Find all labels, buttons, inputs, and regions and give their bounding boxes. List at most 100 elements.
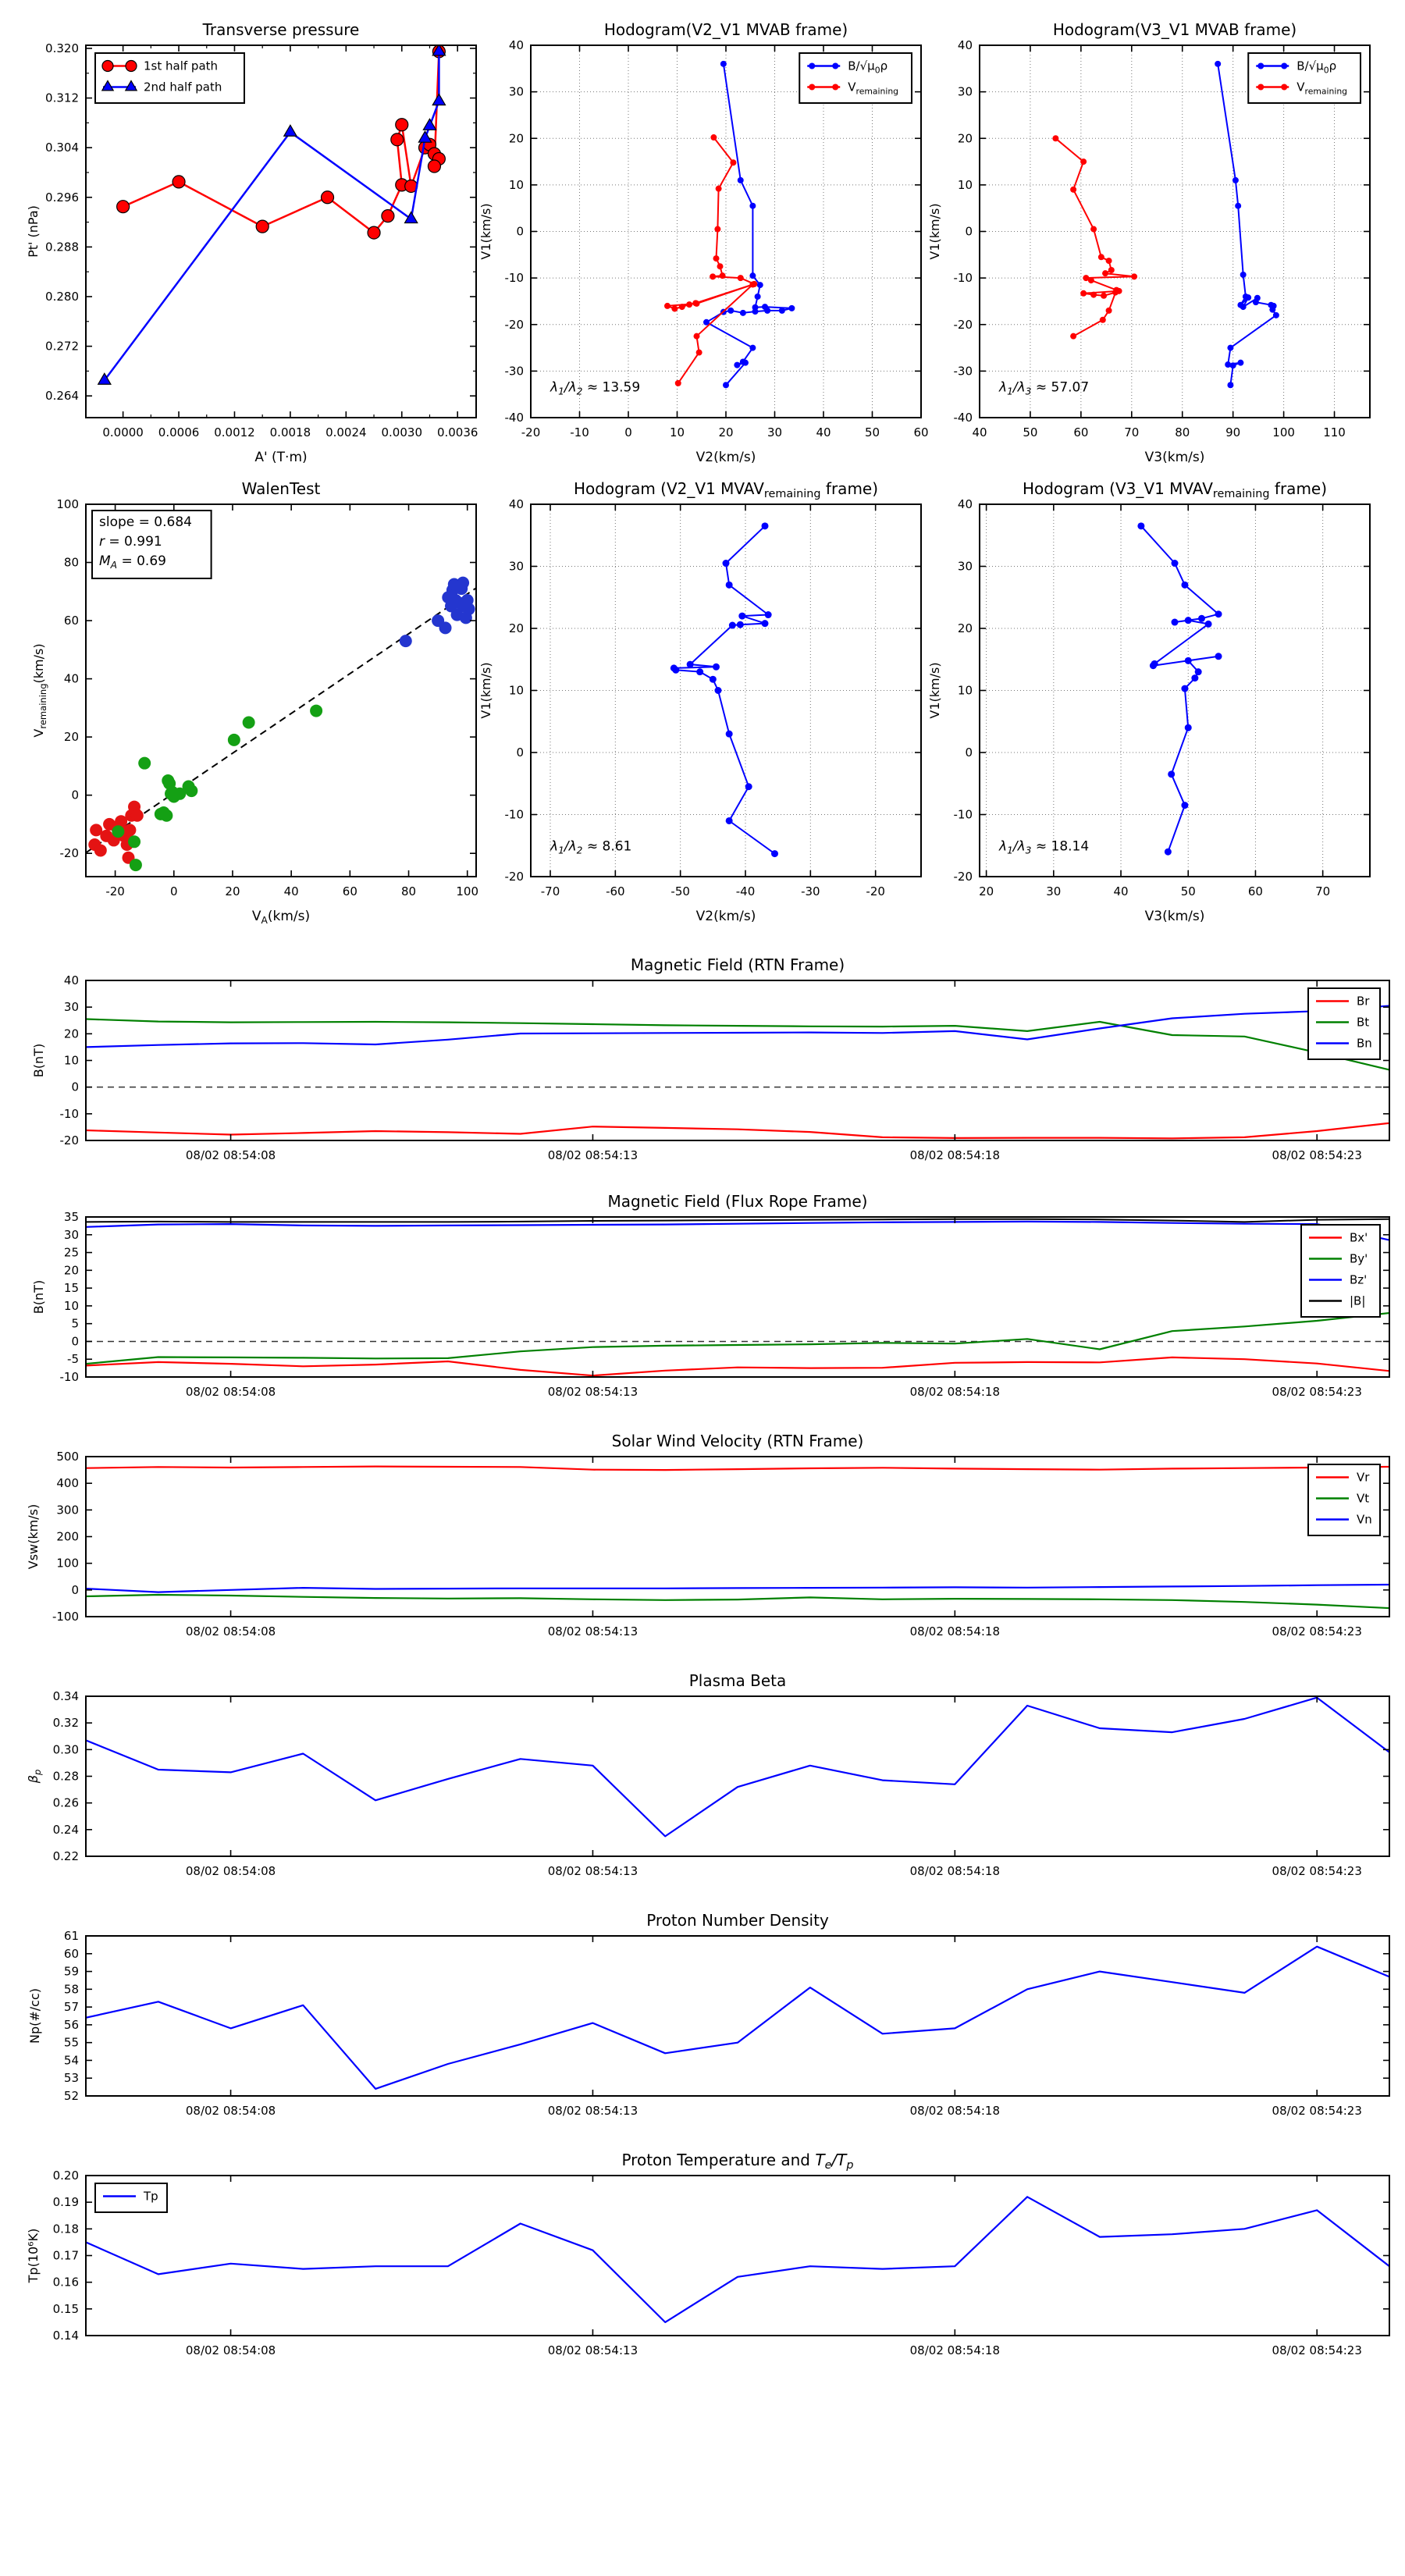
markers-first-half-path — [116, 45, 446, 240]
x-tick-label: 08/02 08:54:08 — [186, 1385, 276, 1399]
lambda-ratio-annotation: λ1/λ2 ≈ 8.61 — [550, 839, 631, 856]
y-tick-label: 30 — [64, 1228, 79, 1242]
panel-title: Proton Temperature and Te/Tp — [621, 2151, 853, 2172]
fit-stats-box: slope = 0.684 r = 0.991 MA = 0.69 — [91, 510, 212, 579]
y-tick-label: 60 — [64, 1947, 79, 1961]
legend-label: Bn — [1357, 1037, 1372, 1051]
panel-solar-wind-velocity: 08/02 08:54:08 08/02 08:54:13 08/02 08:54:… — [26, 1432, 1390, 1638]
y-tick-label: -10 — [505, 808, 525, 822]
panel-mag-field-flux-rope: 08/02 08:54:08 08/02 08:54:13 08/02 08:54:… — [31, 1192, 1390, 1399]
x-tick-label: 08/02 08:54:18 — [910, 1385, 1000, 1399]
x-tick-label: 60 — [1073, 425, 1088, 439]
x-tick-label: 0.0006 — [158, 425, 200, 439]
legend-label: Bx' — [1350, 1231, 1368, 1245]
y-tick-label: -20 — [954, 318, 973, 332]
y-tick-label: 0 — [516, 745, 524, 760]
x-axis-label: V3(km/s) — [1145, 909, 1205, 924]
y-tick-label: 0.320 — [45, 41, 79, 55]
series-Br — [86, 1122, 1389, 1140]
x-axis-label: V3(km/s) — [1145, 450, 1205, 465]
y-tick-label: 0.30 — [53, 1742, 79, 1756]
y-tick-label: 0.17 — [53, 2249, 79, 2263]
series-v-remaining-path — [1055, 137, 1136, 337]
y-axis-label: Pt' (nPa) — [26, 205, 41, 258]
panel-title: Solar Wind Velocity (RTN Frame) — [612, 1432, 864, 1450]
y-tick-label: 61 — [64, 1929, 79, 1943]
y-tick-label: 10 — [958, 684, 973, 698]
x-tick-label: 0.0024 — [325, 425, 367, 439]
x-tick-label: 100 — [456, 884, 478, 898]
y-tick-label: -5 — [67, 1352, 79, 1366]
series-Bx-prime — [86, 1356, 1389, 1377]
y-axis-label: Vsw(km/s) — [26, 1504, 41, 1569]
y-tick-label: 0.32 — [53, 1716, 79, 1730]
legend-label: Tp — [143, 2190, 158, 2204]
y-tick-label: 60 — [64, 614, 79, 628]
x-tick-label: 70 — [1124, 425, 1139, 439]
y-tick-label: 200 — [56, 1530, 79, 1544]
panel-proton-density: 08/02 08:54:08 08/02 08:54:13 08/02 08:54:… — [27, 1911, 1390, 2118]
markers-middle-points — [112, 704, 323, 872]
y-tick-label: 10 — [64, 1054, 79, 1068]
y-tick-label: -10 — [60, 1370, 80, 1384]
y-tick-label: 10 — [509, 684, 524, 698]
y-tick-label: 0.34 — [53, 1689, 79, 1703]
x-tick-label: -20 — [105, 884, 125, 898]
x-tick-label: 0.0012 — [214, 425, 255, 439]
legend-label: Vremaining — [1297, 80, 1347, 97]
panel-proton-temperature: 08/02 08:54:08 08/02 08:54:13 08/02 08:54:… — [26, 2151, 1390, 2357]
y-tick-label: 100 — [56, 497, 79, 511]
y-tick-label: 0.26 — [53, 1796, 79, 1810]
x-tick-label: 0.0000 — [102, 425, 144, 439]
y-tick-label: 20 — [64, 1263, 79, 1277]
series-v-remaining-path — [667, 137, 756, 384]
panel-title: Hodogram (V2_V1 MVAVremaining frame) — [574, 479, 878, 500]
y-tick-label: 40 — [64, 672, 79, 686]
x-tick-label: 20 — [225, 884, 240, 898]
x-tick-label: 08/02 08:54:23 — [1272, 1864, 1362, 1878]
y-tick-label: 40 — [64, 973, 79, 987]
panel-title: Proton Number Density — [646, 1911, 829, 1930]
legend-label: |B| — [1350, 1294, 1365, 1308]
y-tick-label: 20 — [958, 621, 973, 635]
x-tick-label: 08/02 08:54:23 — [1272, 2104, 1362, 2118]
y-tick-label: -30 — [505, 364, 525, 378]
x-tick-label: 0 — [624, 425, 632, 439]
legend: Br Bt Bn — [1307, 987, 1381, 1060]
y-tick-label: 0 — [965, 225, 973, 239]
x-tick-label: 08/02 08:54:18 — [910, 1148, 1000, 1162]
x-tick-label: 100 — [1272, 425, 1295, 439]
x-tick-label: 40 — [284, 884, 299, 898]
legend-label: Bt — [1357, 1016, 1369, 1030]
y-tick-label: -100 — [52, 1610, 79, 1624]
panel-walen-test: -20 0 20 40 60 80 100 -20 0 20 40 60 80 100 WalenTest V… — [31, 479, 478, 926]
x-tick-label: 08/02 08:54:23 — [1272, 2343, 1362, 2357]
x-tick-label: -50 — [670, 884, 690, 898]
x-tick-label: 60 — [913, 425, 928, 439]
y-tick-label: 20 — [64, 730, 79, 744]
series-B-magnitude — [86, 1218, 1389, 1223]
y-tick-label: 300 — [56, 1503, 79, 1517]
panel-title: Hodogram(V2_V1 MVAB frame) — [604, 20, 848, 39]
lambda-ratio-annotation: λ1/λ3 ≈ 18.14 — [998, 839, 1089, 856]
x-tick-label: 08/02 08:54:13 — [548, 2343, 638, 2357]
panel-title: Plasma Beta — [689, 1671, 787, 1690]
panel-hodogram-v3v1-mvab: 40 50 60 70 80 90 100 110 -40 -30 -20 -10 0 10 20 30 40 H… — [927, 20, 1371, 465]
legend-label: 1st half path — [144, 59, 218, 73]
y-axis-label: Np(#/cc) — [27, 1988, 42, 2044]
axes-frame — [85, 1456, 1390, 1617]
x-tick-label: 08/02 08:54:23 — [1272, 1624, 1362, 1638]
axes-frame — [85, 1695, 1390, 1857]
markers-alfven-speed-path — [703, 60, 795, 389]
y-tick-label: 55 — [64, 2036, 79, 2050]
y-tick-label: 0 — [965, 745, 973, 760]
legend-label: B/√μ0ρ — [848, 59, 887, 76]
series-Bt — [86, 1018, 1389, 1071]
x-tick-label: 0 — [170, 884, 178, 898]
x-tick-label: 60 — [1248, 884, 1263, 898]
x-tick-label: 08/02 08:54:18 — [910, 2343, 1000, 2357]
panel-hodogram-v2v1-mvab: -20 -10 0 10 20 30 40 50 60 -40 -30 -20 -10 0 10 20 30 40… — [478, 20, 929, 465]
y-tick-label: 0.296 — [45, 190, 79, 205]
y-tick-label: 0.19 — [53, 2195, 79, 2209]
